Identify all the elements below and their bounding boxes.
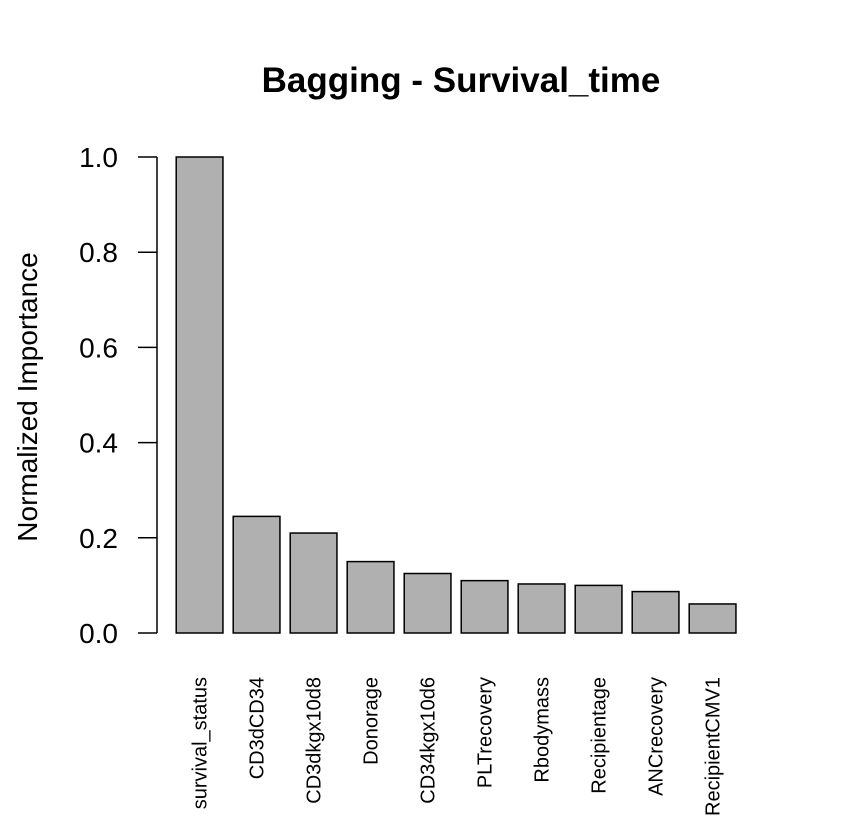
bar-Donorage <box>346 560 395 634</box>
x-axis-tick-labels: survival_status CD3dCD34 CD3dkgx10d8 Donora… <box>190 677 725 816</box>
y-tick-label: 0.6 <box>79 332 118 363</box>
x-tick-label: Donorage <box>361 677 383 765</box>
y-tick-label: 0.4 <box>79 428 118 459</box>
bar-ANCrecovery <box>631 590 680 634</box>
x-tick-label: Rbodymass <box>532 677 554 783</box>
y-tick-label: 1.0 <box>79 142 118 173</box>
x-tick-label: survival_status <box>190 677 212 809</box>
x-tick-label: CD34kgx10d6 <box>418 677 440 804</box>
y-tick-label: 0.0 <box>79 618 118 649</box>
x-tick-label: ANCrecovery <box>646 677 668 796</box>
bar-Rbodymass <box>517 583 566 634</box>
x-tick-label: CD3dCD34 <box>247 677 269 779</box>
bar-CD3dCD34 <box>232 515 281 634</box>
bar-survival_status <box>175 156 224 634</box>
bar-PLTrecovery <box>460 579 509 634</box>
bars <box>175 156 737 634</box>
x-tick-label: RecipientCMV1 <box>703 677 725 816</box>
bar-RecipientCMV1 <box>688 603 737 634</box>
y-axis-label: Normalized Importance <box>12 252 43 541</box>
bar-Recipientage <box>574 584 623 634</box>
bar-CD34kgx10d6 <box>403 572 452 634</box>
x-tick-label: CD3dkgx10d8 <box>304 677 326 804</box>
x-tick-label: PLTrecovery <box>475 677 497 788</box>
y-tick-label: 0.2 <box>79 523 118 554</box>
x-tick-label: Recipientage <box>589 677 611 794</box>
y-axis: 0.0 0.2 0.4 0.6 0.8 1.0 <box>79 142 158 649</box>
chart-title: Bagging - Survival_time <box>262 61 661 100</box>
bar-CD3dkgx10d8 <box>289 532 338 634</box>
y-tick-label: 0.8 <box>79 237 118 268</box>
